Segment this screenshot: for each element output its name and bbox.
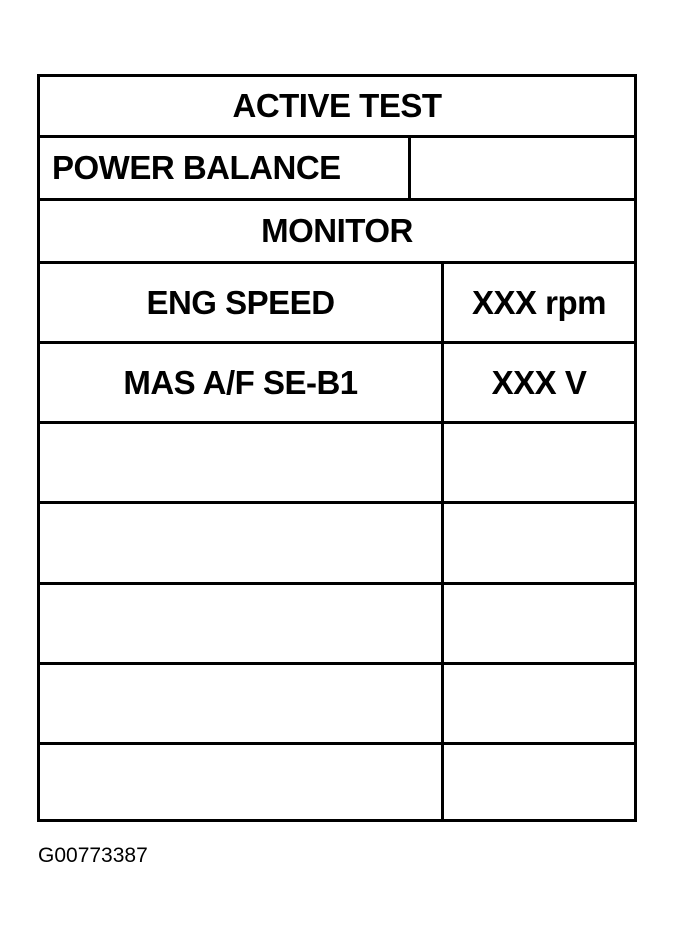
- monitor-item: [40, 745, 441, 817]
- divider: [38, 582, 636, 585]
- divider: [441, 263, 444, 819]
- divider: [38, 501, 636, 504]
- monitor-item: [40, 665, 441, 742]
- test-value: [411, 138, 634, 198]
- monitor-value: [444, 504, 634, 582]
- divider: [38, 742, 636, 745]
- monitor-item: ENG SPEED: [146, 283, 335, 321]
- divider: [38, 261, 636, 264]
- divider: [38, 198, 636, 201]
- test-item-button[interactable]: POWER BALANCE: [52, 149, 341, 186]
- monitor-item: MAS A/F SE-B1: [123, 363, 358, 401]
- scan-tool-screen: [37, 74, 637, 822]
- monitor-item: [40, 424, 441, 501]
- monitor-value: [444, 745, 634, 817]
- divider: [38, 135, 636, 138]
- monitor-value: XXX rpm: [471, 283, 607, 321]
- screen-title: ACTIVE TEST: [232, 87, 442, 124]
- monitor-item: [40, 585, 441, 662]
- monitor-item: [40, 504, 441, 582]
- figure-id: G00773387: [38, 844, 148, 867]
- divider: [38, 341, 636, 344]
- divider: [408, 137, 411, 200]
- monitor-value: XXX V: [491, 363, 587, 401]
- divider: [38, 421, 636, 424]
- divider: [38, 662, 636, 665]
- monitor-value: [444, 424, 634, 501]
- monitor-value: [444, 665, 634, 742]
- section-heading: MONITOR: [261, 212, 413, 249]
- monitor-value: [444, 585, 634, 662]
